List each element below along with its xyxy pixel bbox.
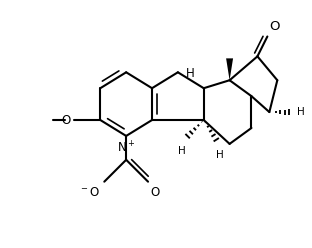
Polygon shape: [226, 58, 233, 80]
Text: O: O: [61, 114, 71, 126]
Text: O: O: [150, 186, 159, 199]
Text: H: H: [216, 150, 223, 160]
Text: H: H: [297, 107, 305, 117]
Text: O: O: [269, 20, 280, 32]
Text: $^-$O: $^-$O: [79, 186, 100, 199]
Text: N$^+$: N$^+$: [117, 141, 135, 156]
Text: H: H: [185, 67, 194, 80]
Text: H: H: [178, 146, 186, 156]
